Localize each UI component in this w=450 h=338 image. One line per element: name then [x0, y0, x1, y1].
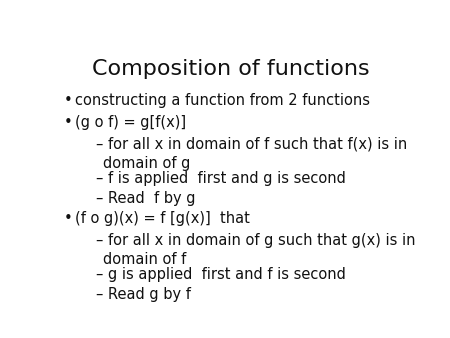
Text: •: •: [64, 93, 73, 107]
Text: •: •: [64, 211, 73, 225]
Text: – Read  f by g: – Read f by g: [96, 191, 196, 206]
Text: domain of g: domain of g: [104, 156, 191, 171]
Text: (g o f) = g[f(x)]: (g o f) = g[f(x)]: [76, 115, 187, 130]
Text: •: •: [64, 115, 73, 130]
Text: – for all x in domain of g such that g(x) is in: – for all x in domain of g such that g(x…: [96, 233, 416, 248]
Text: – for all x in domain of f such that f(x) is in: – for all x in domain of f such that f(x…: [96, 137, 408, 152]
Text: domain of f: domain of f: [104, 252, 187, 267]
Text: – g is applied  first and f is second: – g is applied first and f is second: [96, 267, 346, 282]
Text: – Read g by f: – Read g by f: [96, 287, 191, 302]
Text: Composition of functions: Composition of functions: [92, 59, 369, 79]
Text: – f is applied  first and g is second: – f is applied first and g is second: [96, 171, 346, 187]
Text: (f o g)(x) = f [g(x)]  that: (f o g)(x) = f [g(x)] that: [76, 211, 250, 225]
Text: constructing a function from 2 functions: constructing a function from 2 functions: [76, 93, 370, 107]
